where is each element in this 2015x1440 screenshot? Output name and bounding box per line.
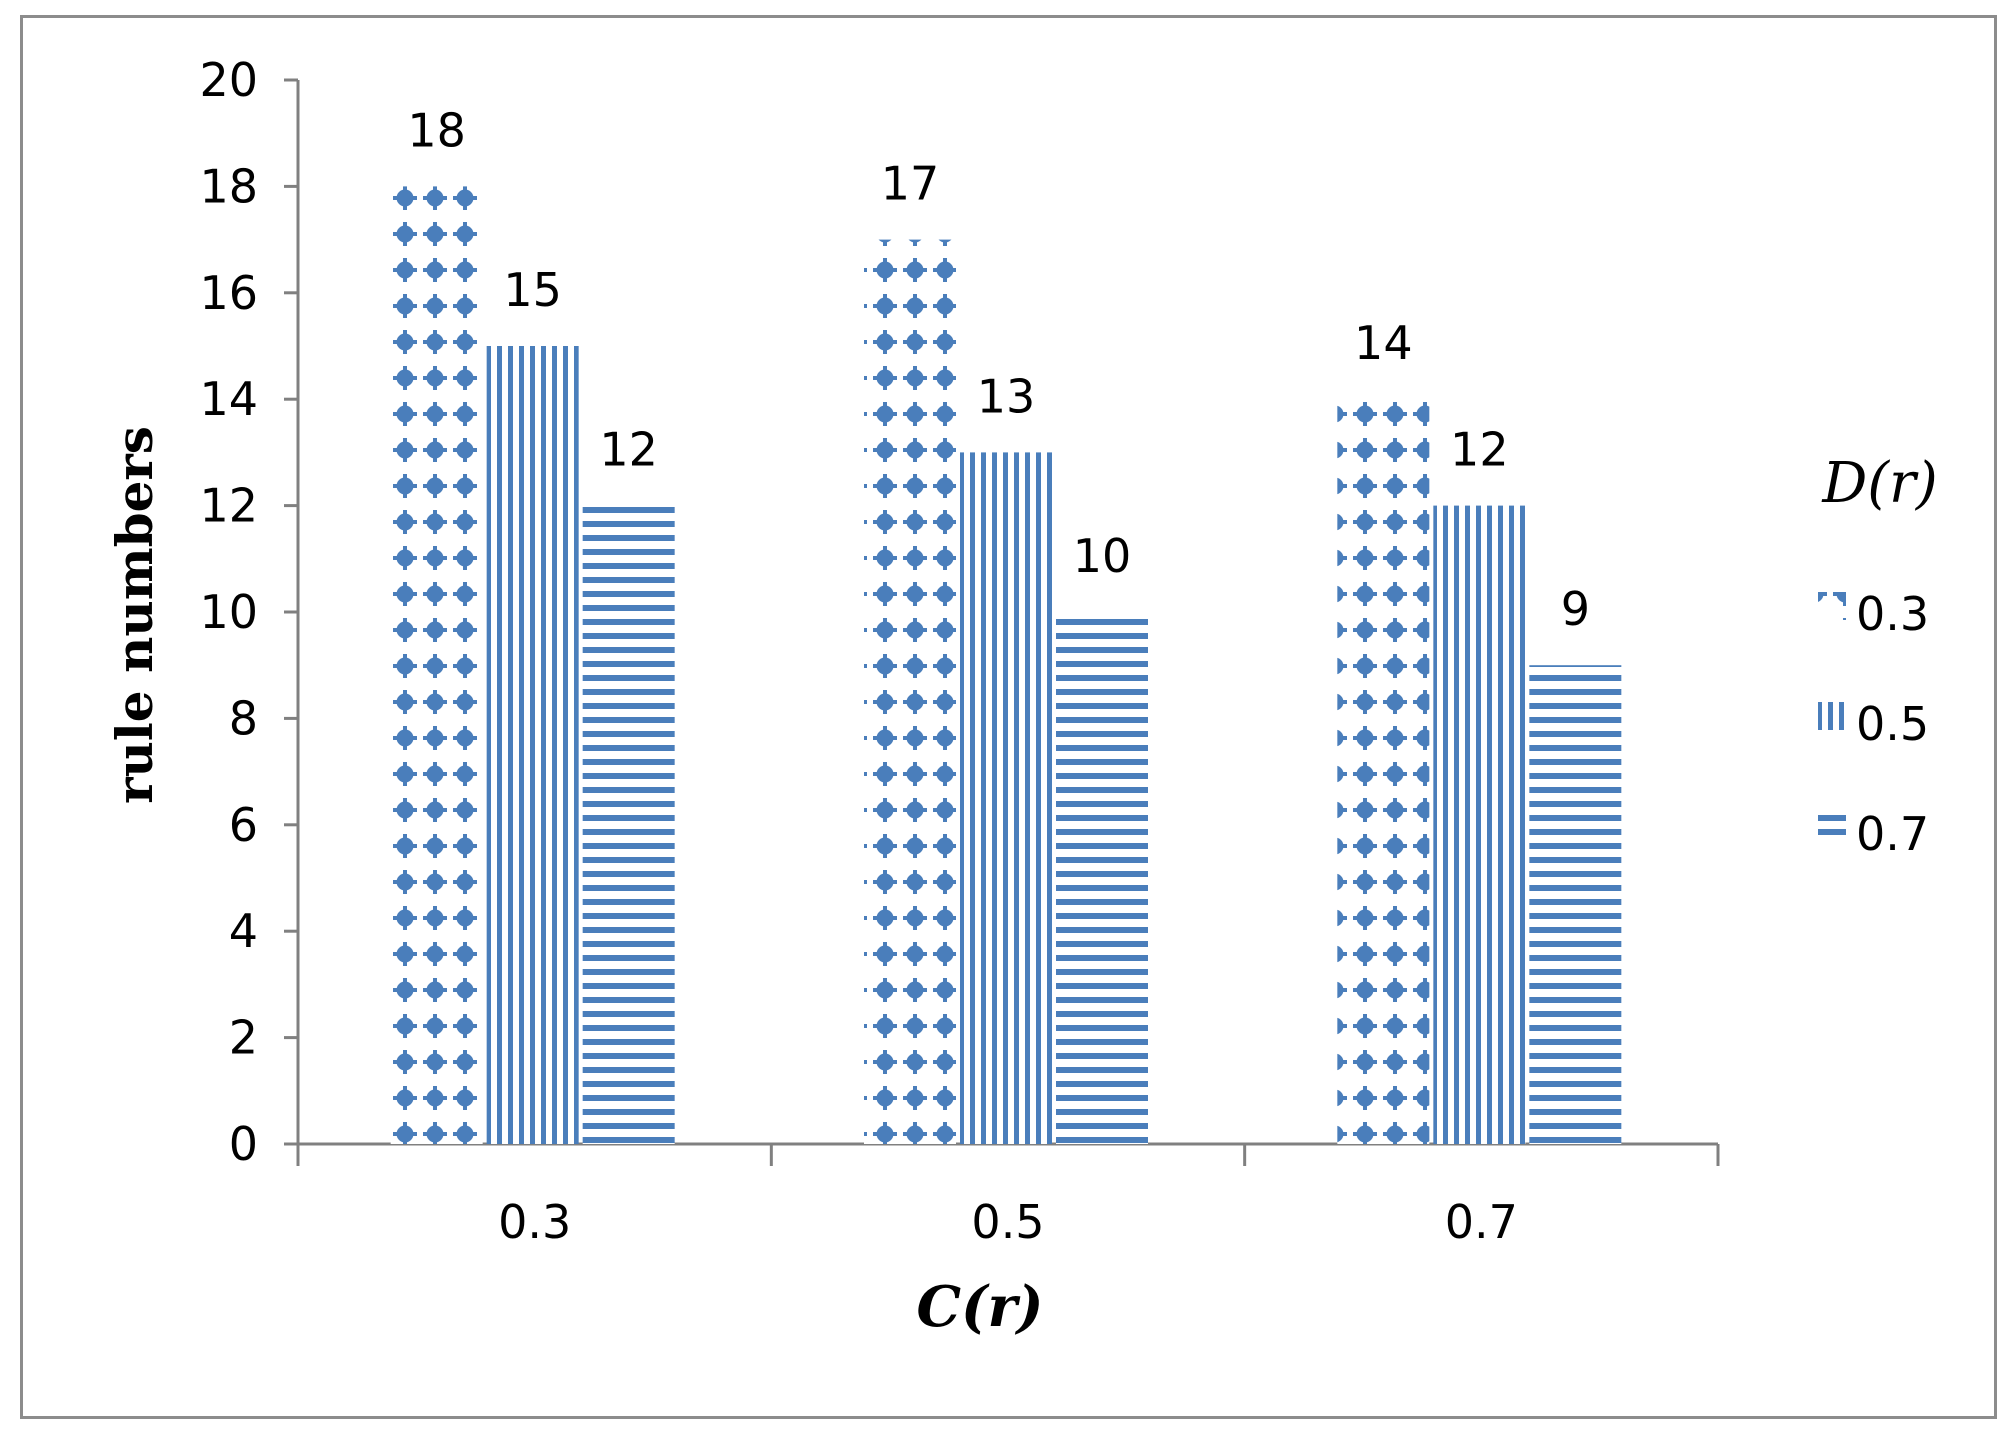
y-tick-label: 6 (229, 798, 258, 852)
x-axis-title: C(r) (916, 1274, 1043, 1340)
bar-data-label: 18 (407, 103, 466, 157)
legend-label: 0.7 (1856, 807, 1929, 861)
y-axis-title: rule numbers (105, 426, 164, 804)
bar-data-label: 13 (977, 369, 1036, 423)
y-tick-label: 20 (199, 53, 258, 107)
bar-data-label: 10 (1073, 529, 1132, 583)
bar-series-0.3-cat-0.3 (390, 186, 483, 1144)
y-tick-label: 16 (199, 266, 258, 320)
legend-swatch-0.3 (1818, 592, 1846, 620)
legend: D(r) 0.3 0.5 0.7 (1818, 451, 1938, 861)
y-tick-label: 18 (199, 159, 258, 213)
y-tick-label: 2 (229, 1011, 258, 1065)
bar-data-label: 9 (1561, 582, 1590, 636)
y-tick-label: 12 (199, 479, 258, 533)
bar-series-0.3-cat-0.7 (1337, 399, 1430, 1144)
legend-title: D(r) (1821, 451, 1937, 516)
bar-series-0.7-cat-0.5 (1056, 612, 1148, 1144)
y-tick-label: 0 (229, 1117, 258, 1171)
y-tick-label: 8 (229, 691, 258, 745)
legend-label: 0.3 (1856, 587, 1929, 641)
x-tick-label: 0.3 (498, 1195, 571, 1249)
x-tick-label: 0.7 (1445, 1195, 1518, 1249)
y-tick-label: 14 (199, 372, 258, 426)
bar-data-label: 12 (1450, 423, 1509, 477)
bar-series-0.3-cat-0.5 (864, 239, 956, 1145)
x-tick-label: 0.5 (971, 1195, 1044, 1249)
bar-data-label: 14 (1354, 316, 1413, 370)
bar-data-label: 15 (503, 263, 562, 317)
bar-series-0.7-cat-0.7 (1529, 665, 1622, 1144)
bar-data-label: 17 (881, 157, 940, 211)
legend-label: 0.5 (1856, 697, 1929, 751)
legend-swatch-0.5 (1818, 702, 1846, 730)
bar-data-label: 12 (599, 423, 658, 477)
y-tick-label: 4 (229, 904, 258, 958)
legend-swatch-0.7 (1818, 812, 1846, 840)
bar-series-0.5-cat-0.3 (486, 346, 579, 1144)
bar-series-0.5-cat-0.5 (960, 452, 1052, 1144)
bar-series-0.7-cat-0.3 (582, 505, 675, 1145)
bar-series-0.5-cat-0.7 (1433, 505, 1526, 1145)
y-tick-label: 10 (199, 585, 258, 639)
